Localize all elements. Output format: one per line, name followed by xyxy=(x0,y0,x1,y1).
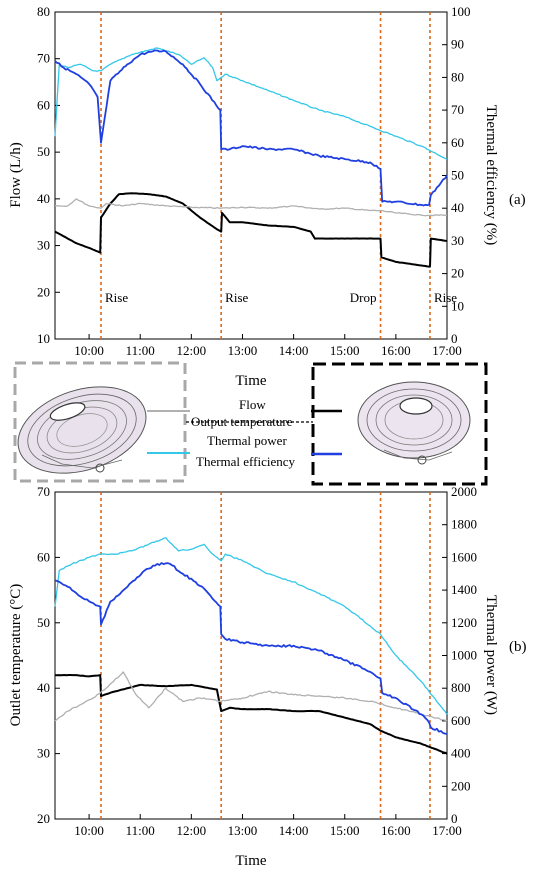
panel-a-ytick-label: 40 xyxy=(37,191,50,206)
panel-b-y2tick-label: 400 xyxy=(451,746,471,761)
panel-a-xtick-label: 12:00 xyxy=(177,343,207,358)
panel-b-y2tick-label: 800 xyxy=(451,680,471,695)
panel-a-y2tick-label: 70 xyxy=(451,102,464,117)
panel-a-series-thermal-efficiency xyxy=(54,49,448,207)
event-label-rise: Rise xyxy=(434,290,457,305)
panel-b-chart: 10:00 11:00 12:00 13:00 14:00 15:00 16:00 17:00… xyxy=(8,484,527,869)
panel-a-x-axis-label: Time xyxy=(235,373,266,389)
panel-a-label: (a) xyxy=(509,192,526,208)
panel-b-y2tick-label: 1800 xyxy=(451,517,477,532)
panel-a-event-lines xyxy=(100,12,431,339)
panel-a-y2tick-label: 0 xyxy=(451,331,458,346)
legend-label-flow: Flow xyxy=(239,397,266,412)
panel-a-ytick-label: 50 xyxy=(37,144,50,159)
panel-b-series-output-temperature xyxy=(54,671,448,722)
panel-b-xtick-label: 12:00 xyxy=(177,823,207,838)
panel-a-xtick-label: 16:00 xyxy=(381,343,411,358)
event-label-drop: Drop xyxy=(350,290,377,305)
panel-b-ytick-label: 40 xyxy=(37,680,50,695)
panel-b-y2tick-label: 1600 xyxy=(451,549,477,564)
legend-label-output-temperature: Output temperature xyxy=(191,414,293,429)
panel-b-y-axis-label: Outlet temperature (°C) xyxy=(8,584,24,727)
panel-a-ytick-label: 30 xyxy=(37,238,50,253)
legend-right-image-box xyxy=(311,362,488,486)
panel-a-y2tick-label: 80 xyxy=(451,69,464,84)
panel-b-label: (b) xyxy=(509,639,527,655)
panel-b-xtick-label: 10:00 xyxy=(74,823,104,838)
panel-b-xtick-label: 11:00 xyxy=(126,823,155,838)
panel-b-y2tick-label: 1000 xyxy=(451,648,477,663)
legend-label-thermal-power: Thermal power xyxy=(207,433,287,448)
panel-b-series-flow xyxy=(54,674,448,755)
panel-a-y2tick-label: 20 xyxy=(451,266,464,281)
panel-a-xtick-label: 11:00 xyxy=(126,343,155,358)
panel-b-y2tick-label: 1400 xyxy=(451,582,477,597)
panel-a-ytick-label: 20 xyxy=(37,284,50,299)
collector-right-icon xyxy=(357,381,471,465)
legend: Flow Output temperature Thermal power Th… xyxy=(13,361,488,486)
legend-label-thermal-efficiency: Thermal efficiency xyxy=(196,454,296,469)
event-label-rise: Rise xyxy=(225,290,248,305)
panel-a-xtick-label: 17:00 xyxy=(432,343,462,358)
panel-a-y2tick-label: 90 xyxy=(451,37,464,52)
panel-b-y2tick-label: 200 xyxy=(451,778,471,793)
panel-a-series-output-temperature xyxy=(54,198,448,217)
panel-b-plot-frame xyxy=(54,491,448,820)
panel-b-ytick-label: 20 xyxy=(37,811,50,826)
panel-a-ticks: 10:00 11:00 12:00 13:00 14:00 15:00 16:00 17:00… xyxy=(37,4,471,358)
panel-b-ticks: 10:00 11:00 12:00 13:00 14:00 15:00 16:00 17:00… xyxy=(37,484,477,838)
panel-b-y2tick-label: 1200 xyxy=(451,615,477,630)
panel-b-xtick-label: 17:00 xyxy=(432,823,462,838)
panel-b-xtick-label: 16:00 xyxy=(381,823,411,838)
panel-a-xtick-label: 13:00 xyxy=(228,343,258,358)
panel-b-y2tick-label: 2000 xyxy=(451,484,477,499)
panel-a-event-labels: Rise Rise Drop Rise xyxy=(105,290,457,305)
panel-a-xtick-label: 14:00 xyxy=(279,343,309,358)
panel-a-series xyxy=(54,47,448,268)
panel-a-series-thermal-power xyxy=(54,47,448,160)
panel-b-y2-axis-label: Thermal power (W) xyxy=(483,595,499,715)
panel-a-ytick-label: 80 xyxy=(37,4,50,19)
panel-b-xtick-label: 13:00 xyxy=(228,823,258,838)
panel-a-y2tick-label: 50 xyxy=(451,168,464,183)
panel-b-ytick-label: 50 xyxy=(37,615,50,630)
panel-a-y2tick-label: 30 xyxy=(451,233,464,248)
event-label-rise: Rise xyxy=(105,290,128,305)
panel-b-ytick-label: 70 xyxy=(37,484,50,499)
panel-a-y2tick-label: 40 xyxy=(451,200,464,215)
panel-a-ytick-label: 70 xyxy=(37,51,50,66)
panel-a-y2tick-label: 100 xyxy=(451,4,471,19)
panel-b-ytick-label: 30 xyxy=(37,746,50,761)
collector-left-icon xyxy=(17,386,147,474)
panel-a-xtick-label: 15:00 xyxy=(330,343,360,358)
panel-b-event-lines xyxy=(100,492,431,819)
panel-b-series-thermal-efficiency xyxy=(54,562,448,735)
panel-a-xtick-label: 10:00 xyxy=(74,343,104,358)
panel-a-ytick-label: 10 xyxy=(37,331,50,346)
panel-a-y2-axis-label: Thermal efficiency (%) xyxy=(483,105,499,245)
panel-b-x-axis-label: Time xyxy=(235,853,266,869)
legend-left-image-box xyxy=(13,361,187,483)
panel-b-series xyxy=(54,537,448,755)
panel-b-y2tick-label: 600 xyxy=(451,713,471,728)
panel-a-series-flow xyxy=(54,192,448,268)
panel-a-y2tick-label: 60 xyxy=(451,135,464,150)
panel-b-series-thermal-power xyxy=(54,537,448,715)
panel-a-y-axis-label: Flow (L/h) xyxy=(8,142,24,207)
panel-b-xtick-label: 15:00 xyxy=(330,823,360,838)
panel-a-chart: 10:00 11:00 12:00 13:00 14:00 15:00 16:00 17:00… xyxy=(8,4,526,389)
panel-a-y2tick-label: 10 xyxy=(451,298,464,313)
panel-b-ytick-label: 60 xyxy=(37,549,50,564)
panel-b-xtick-label: 14:00 xyxy=(279,823,309,838)
panel-a-ytick-label: 60 xyxy=(37,97,50,112)
panel-b-y2tick-label: 0 xyxy=(451,811,458,826)
